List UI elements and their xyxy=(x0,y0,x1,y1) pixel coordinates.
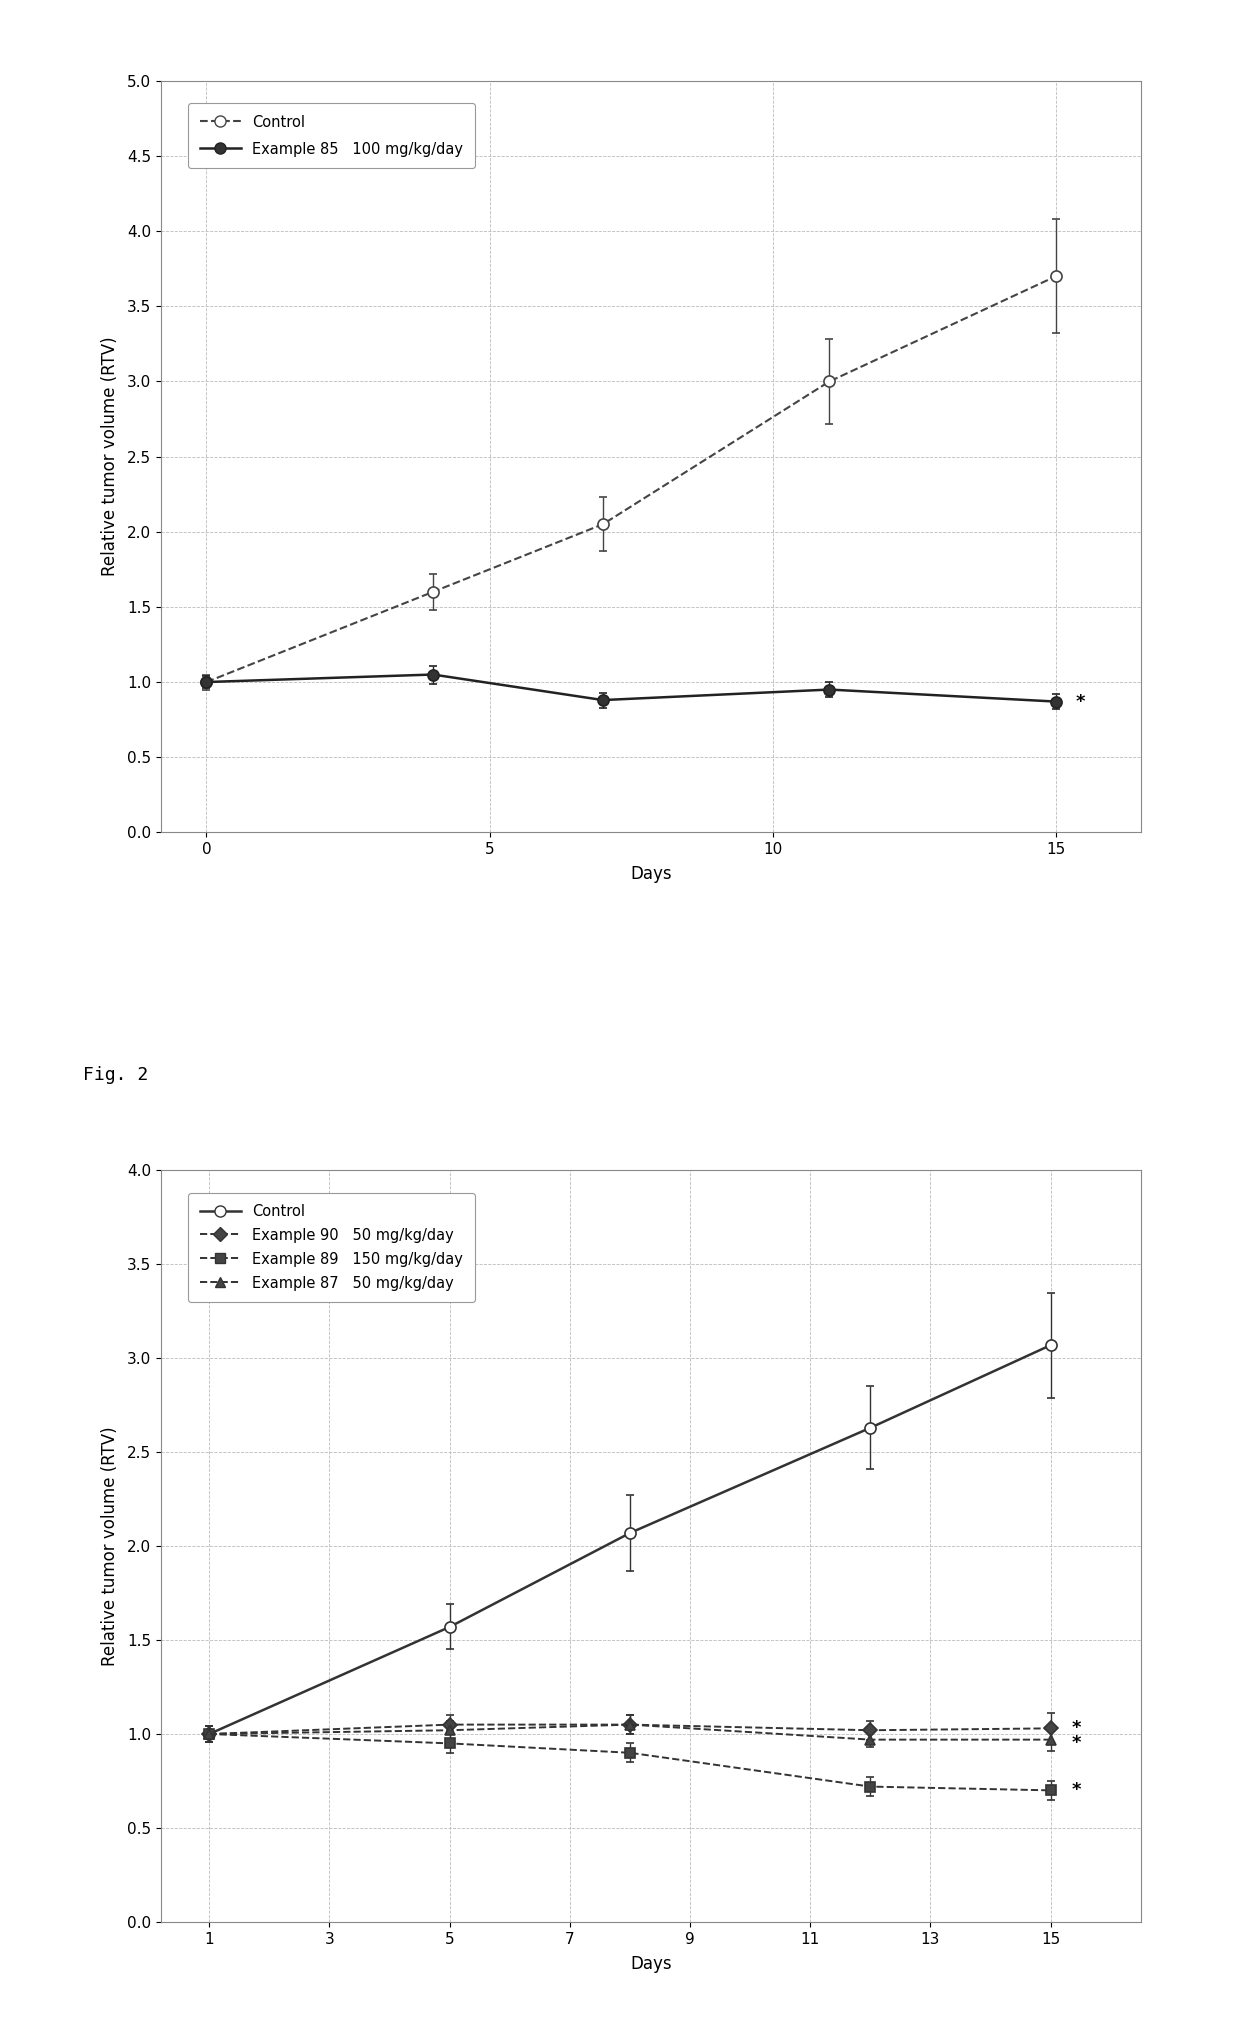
X-axis label: Days: Days xyxy=(630,1954,672,1972)
Text: *: * xyxy=(1071,1734,1081,1752)
Text: *: * xyxy=(1075,692,1085,710)
X-axis label: Days: Days xyxy=(630,866,672,884)
Legend: Control, Example 90   50 mg/kg/day, Example 89   150 mg/kg/day, Example 87   50 : Control, Example 90 50 mg/kg/day, Exampl… xyxy=(188,1194,475,1303)
Text: *: * xyxy=(1071,1720,1081,1738)
Legend: Control, Example 85   100 mg/kg/day: Control, Example 85 100 mg/kg/day xyxy=(188,103,475,168)
Text: *: * xyxy=(1071,1782,1081,1798)
Y-axis label: Relative tumor volume (RTV): Relative tumor volume (RTV) xyxy=(100,336,119,577)
Y-axis label: Relative tumor volume (RTV): Relative tumor volume (RTV) xyxy=(100,1426,119,1667)
Text: Fig. 2: Fig. 2 xyxy=(83,1066,148,1084)
